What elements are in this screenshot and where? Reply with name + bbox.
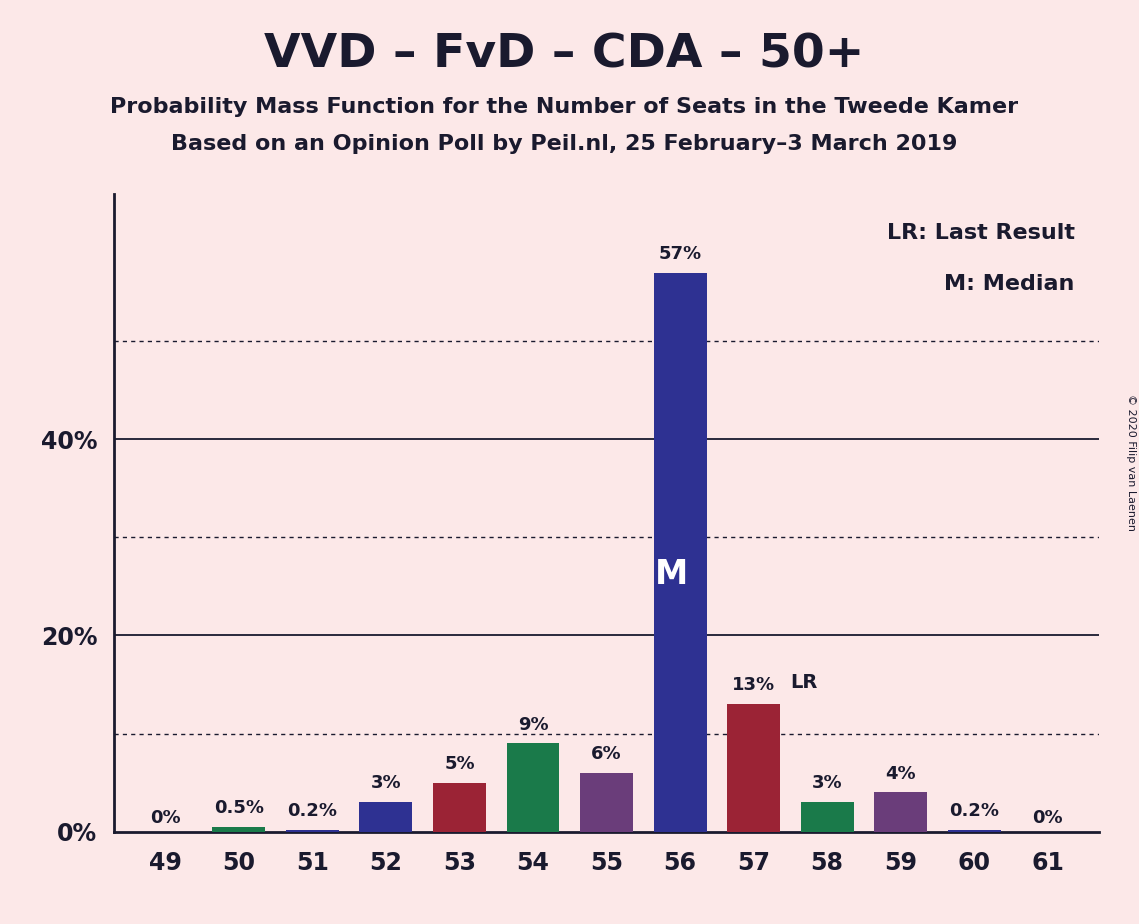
Bar	[801, 802, 853, 832]
Text: 0.2%: 0.2%	[949, 802, 999, 820]
Text: LR: LR	[790, 674, 818, 692]
Text: 0%: 0%	[1032, 808, 1063, 827]
Text: 3%: 3%	[370, 774, 401, 793]
Text: 0.2%: 0.2%	[287, 802, 337, 820]
Text: M: Median: M: Median	[944, 274, 1074, 294]
Text: 6%: 6%	[591, 745, 622, 763]
Text: Based on an Opinion Poll by Peil.nl, 25 February–3 March 2019: Based on an Opinion Poll by Peil.nl, 25 …	[171, 134, 957, 154]
Bar	[433, 783, 486, 832]
Text: VVD – FvD – CDA – 50+: VVD – FvD – CDA – 50+	[263, 32, 865, 78]
Text: © 2020 Filip van Laenen: © 2020 Filip van Laenen	[1126, 394, 1136, 530]
Bar	[507, 743, 559, 832]
Bar	[874, 793, 927, 832]
Text: 9%: 9%	[518, 715, 548, 734]
Bar	[286, 830, 339, 832]
Text: 3%: 3%	[812, 774, 843, 793]
Text: 57%: 57%	[658, 245, 702, 262]
Bar	[360, 802, 412, 832]
Text: 0%: 0%	[150, 808, 181, 827]
Text: 0.5%: 0.5%	[214, 799, 264, 817]
Bar	[212, 827, 265, 832]
Text: 5%: 5%	[444, 755, 475, 772]
Bar	[727, 704, 780, 832]
Text: Probability Mass Function for the Number of Seats in the Tweede Kamer: Probability Mass Function for the Number…	[109, 97, 1018, 117]
Bar	[654, 273, 706, 832]
Bar	[948, 830, 1000, 832]
Text: 4%: 4%	[885, 764, 916, 783]
Bar	[580, 772, 633, 832]
Text: 13%: 13%	[732, 676, 776, 694]
Text: LR: Last Result: LR: Last Result	[886, 223, 1074, 243]
Text: M: M	[655, 558, 688, 591]
